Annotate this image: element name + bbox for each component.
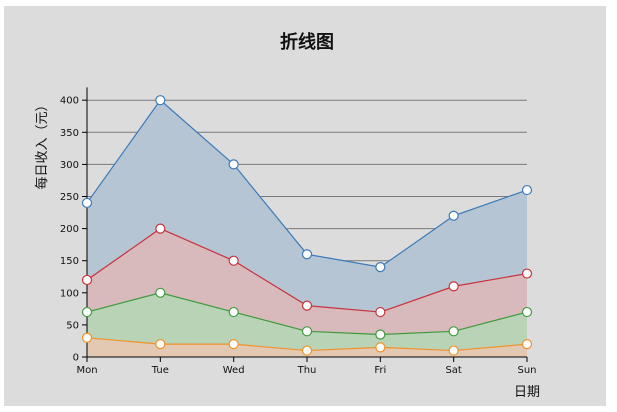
- series-3-point-Sat[interactable]: [448, 326, 459, 337]
- x-tick-label-Mon: Mon: [76, 365, 97, 376]
- series-3-point-Mon[interactable]: [81, 306, 93, 318]
- y-tick-label-300: 300: [60, 160, 79, 171]
- series-3-point-Fri[interactable]: [375, 329, 386, 340]
- series-2-point-Mon[interactable]: [81, 274, 93, 286]
- y-tick-label-0: 0: [73, 353, 79, 364]
- series-1-point-Thu[interactable]: [301, 249, 313, 260]
- series-4-point-Sun[interactable]: [521, 339, 533, 350]
- series-1-point-Wed[interactable]: [228, 159, 239, 170]
- series-1-point-Fri[interactable]: [375, 262, 386, 273]
- x-tick-label-Sun: Sun: [517, 365, 536, 376]
- series-1-point-Tue[interactable]: [155, 95, 166, 106]
- series-2-point-Sun[interactable]: [521, 268, 533, 279]
- x-tick-label-Thu: Thu: [297, 365, 317, 376]
- x-tick-label-Sat: Sat: [445, 365, 461, 376]
- series-3-point-Sun[interactable]: [521, 306, 533, 318]
- series-areas: [87, 100, 527, 357]
- series-2-point-Tue[interactable]: [155, 223, 166, 234]
- y-tick-label-350: 350: [60, 128, 79, 139]
- y-tick-label-400: 400: [60, 96, 79, 107]
- series-4-point-Mon[interactable]: [81, 332, 93, 343]
- series-4-point-Tue[interactable]: [155, 339, 166, 350]
- y-tick-label-100: 100: [60, 288, 79, 299]
- series-4-point-Sat[interactable]: [448, 345, 459, 356]
- y-tick-label-250: 250: [60, 192, 79, 203]
- series-1-point-Mon[interactable]: [81, 197, 93, 209]
- chart-title: 折线图: [280, 31, 334, 53]
- y-axis-title: 每日收入（元）: [34, 98, 50, 189]
- series-3-point-Tue[interactable]: [155, 287, 166, 298]
- x-tick-label-Tue: Tue: [151, 365, 169, 376]
- series-4-point-Fri[interactable]: [375, 342, 386, 353]
- series-2-point-Wed[interactable]: [228, 255, 239, 266]
- series-3-point-Wed[interactable]: [228, 306, 239, 318]
- x-tick-label-Wed: Wed: [223, 365, 245, 376]
- y-tick-label-50: 50: [66, 320, 79, 331]
- series-3-point-Thu[interactable]: [301, 326, 313, 337]
- series-4-area: [87, 337, 527, 357]
- series-2-point-Sat[interactable]: [448, 281, 459, 292]
- series-4-point-Wed[interactable]: [228, 339, 239, 350]
- series-4-point-Thu[interactable]: [301, 345, 313, 356]
- series-2-point-Thu[interactable]: [301, 300, 313, 311]
- axes: 0 50 100 150 200 250 300 350 400 Mon Tue Wed Thu Fri S…: [60, 87, 537, 376]
- series-1-point-Sat[interactable]: [448, 210, 459, 221]
- x-axis-title: 日期: [514, 385, 540, 400]
- x-tick-label-Fri: Fri: [374, 365, 386, 376]
- y-tick-label-200: 200: [60, 224, 79, 235]
- series-1-point-Sun[interactable]: [521, 184, 533, 196]
- series-points: [81, 95, 533, 356]
- y-tick-label-150: 150: [60, 256, 79, 267]
- series-2-point-Fri[interactable]: [375, 306, 386, 318]
- series-3-area: [87, 292, 527, 357]
